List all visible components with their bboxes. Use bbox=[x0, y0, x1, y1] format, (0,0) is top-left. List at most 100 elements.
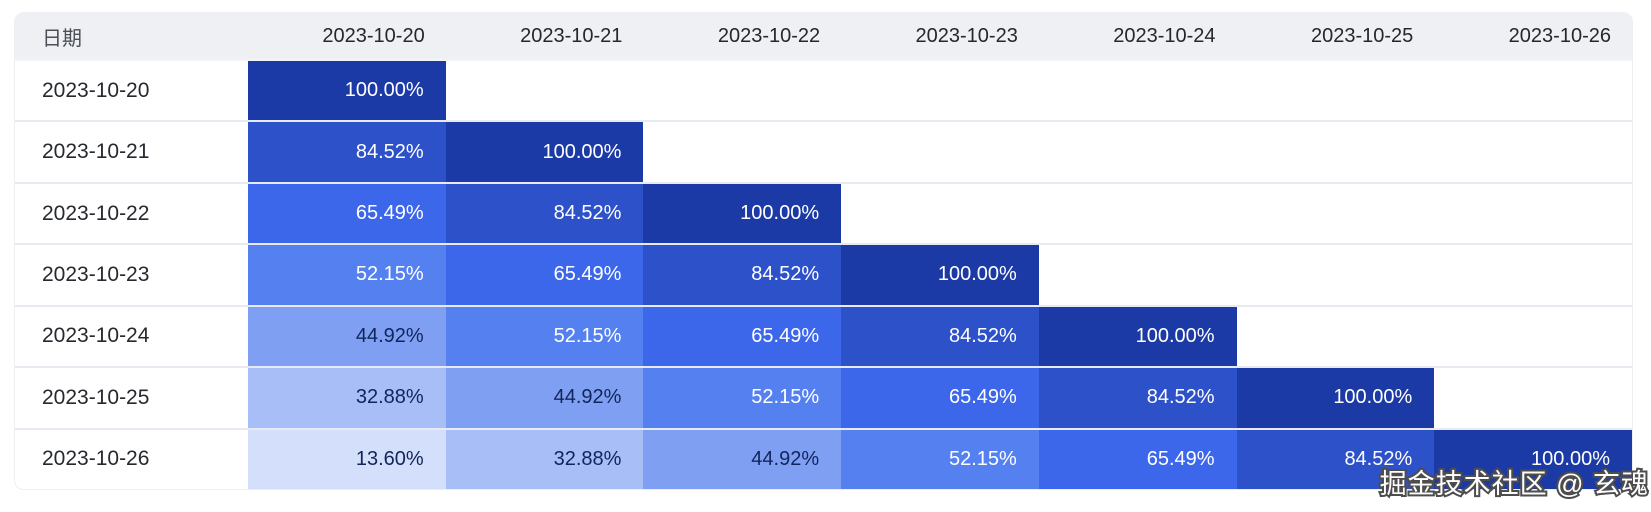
empty-cell bbox=[1434, 368, 1632, 428]
heatmap-cell-value: 100.00% bbox=[1038, 306, 1237, 367]
heatmap-cell: 84.52% bbox=[1236, 429, 1435, 489]
row-label: 2023-10-22 bbox=[15, 183, 248, 244]
table-row: 2023-10-25 32.88% 44.92% 52.15% 65.49% 84.52%… bbox=[15, 366, 1632, 428]
empty-cell bbox=[1434, 245, 1632, 305]
heatmap-cell-value: 65.49% bbox=[445, 245, 644, 305]
heatmap-cell-value: 100.00% bbox=[1434, 429, 1632, 489]
heatmap-cell-value: 44.92% bbox=[643, 429, 842, 489]
empty-cell bbox=[1434, 306, 1632, 367]
heatmap-cell-value: 32.88% bbox=[445, 429, 644, 489]
heatmap-cell: 100.00% bbox=[1038, 306, 1237, 367]
column-header: 2023-10-24 bbox=[1113, 24, 1216, 47]
heatmap-cell-value: 84.52% bbox=[841, 306, 1039, 367]
heatmap-cell-value: 84.52% bbox=[1038, 368, 1237, 428]
heatmap-cell-value: 100.00% bbox=[1236, 368, 1435, 428]
heatmap-cell: 52.15% bbox=[841, 429, 1039, 489]
table-row: 2023-10-24 44.92% 52.15% 65.49% 84.52% 100.00… bbox=[15, 304, 1632, 367]
heatmap-cell-value: 65.49% bbox=[643, 306, 842, 367]
column-header: 2023-10-21 bbox=[520, 24, 623, 47]
empty-cell bbox=[445, 61, 644, 121]
table-row: 2023-10-21 84.52% 100.00% bbox=[15, 120, 1632, 182]
heatmap-cell: 65.49% bbox=[643, 306, 842, 367]
heatmap-cell-value: 44.92% bbox=[445, 368, 644, 428]
heatmap-cell: 100.00% bbox=[1236, 368, 1435, 428]
heatmap-cell: 44.92% bbox=[643, 429, 842, 489]
column-header: 2023-10-25 bbox=[1310, 24, 1414, 47]
heatmap-cell: 32.88% bbox=[248, 368, 446, 428]
column-header: 2023-10-20 bbox=[322, 24, 425, 47]
column-header: 2023-10-26 bbox=[1508, 24, 1611, 47]
heatmap-cell: 65.49% bbox=[1038, 429, 1237, 489]
heatmap-cell-value: 32.88% bbox=[248, 368, 446, 428]
heatmap-cell: 52.15% bbox=[445, 306, 644, 367]
table-body: 2023-10-20 100.00% 2023-10-21 84.52% 100.00%… bbox=[15, 59, 1632, 489]
row-label: 2023-10-20 bbox=[15, 61, 248, 121]
empty-cell bbox=[841, 122, 1039, 182]
heatmap-cell: 13.60% bbox=[248, 429, 446, 489]
heatmap-cell-value: 52.15% bbox=[248, 245, 446, 305]
heatmap-cell-value: 52.15% bbox=[841, 429, 1039, 489]
empty-cell bbox=[841, 183, 1039, 244]
column-header: 2023-10-22 bbox=[717, 24, 821, 47]
heatmap-cell-value: 84.52% bbox=[1236, 429, 1435, 489]
empty-cell bbox=[1434, 183, 1632, 244]
empty-cell bbox=[1434, 61, 1632, 121]
heatmap-cell-value: 84.52% bbox=[248, 122, 446, 182]
heatmap-cell-value: 100.00% bbox=[841, 245, 1039, 305]
row-label: 2023-10-23 bbox=[15, 245, 248, 305]
heatmap-cell: 65.49% bbox=[841, 368, 1039, 428]
empty-cell bbox=[1236, 245, 1435, 305]
heatmap-cell-value: 100.00% bbox=[248, 61, 446, 121]
corner-header-date: 日期 bbox=[42, 27, 82, 50]
empty-cell bbox=[841, 61, 1039, 121]
heatmap-cell: 100.00% bbox=[841, 245, 1039, 305]
heatmap-cell: 44.92% bbox=[248, 306, 446, 367]
heatmap-cell: 100.00% bbox=[1434, 429, 1632, 489]
heatmap-cell-value: 100.00% bbox=[445, 122, 644, 182]
row-label: 2023-10-24 bbox=[15, 306, 248, 367]
column-header: 2023-10-23 bbox=[915, 24, 1018, 47]
heatmap-cell-value: 84.52% bbox=[445, 183, 644, 244]
table-row: 2023-10-23 52.15% 65.49% 84.52% 100.00% bbox=[15, 243, 1632, 305]
heatmap-cell-value: 65.49% bbox=[841, 368, 1039, 428]
table-row: 2023-10-20 100.00% bbox=[15, 59, 1632, 121]
heatmap-cell: 84.52% bbox=[445, 183, 644, 244]
table-row: 2023-10-26 13.60% 32.88% 44.92% 52.15% 65.49%… bbox=[15, 427, 1632, 489]
heatmap-cell: 100.00% bbox=[248, 61, 446, 121]
heatmap-cell-value: 52.15% bbox=[643, 368, 842, 428]
retention-table: 日期 2023-10-20 2023-10-21 2023-10-22 2023-10… bbox=[14, 12, 1633, 490]
heatmap-cell: 32.88% bbox=[445, 429, 644, 489]
empty-cell bbox=[1236, 183, 1435, 244]
empty-cell bbox=[1038, 122, 1237, 182]
heatmap-cell: 52.15% bbox=[643, 368, 842, 428]
empty-cell bbox=[1038, 245, 1237, 305]
row-label: 2023-10-21 bbox=[15, 122, 248, 182]
heatmap-cell: 65.49% bbox=[445, 245, 644, 305]
heatmap-cell-value: 52.15% bbox=[445, 306, 644, 367]
empty-cell bbox=[1038, 61, 1237, 121]
heatmap-cell-value: 84.52% bbox=[643, 245, 842, 305]
empty-cell bbox=[1038, 183, 1237, 244]
empty-cell bbox=[1236, 122, 1435, 182]
heatmap-cell: 65.49% bbox=[248, 183, 446, 244]
heatmap-cell-value: 44.92% bbox=[248, 306, 446, 367]
row-label: 2023-10-25 bbox=[15, 368, 248, 428]
table-header-row: 日期 2023-10-20 2023-10-21 2023-10-22 2023-10… bbox=[15, 13, 1632, 59]
heatmap-cell-value: 65.49% bbox=[1038, 429, 1237, 489]
watermark-text: 掘金技术社区 @ 玄魂 bbox=[1378, 467, 1650, 501]
empty-cell bbox=[1236, 61, 1435, 121]
heatmap-cell-value: 100.00% bbox=[643, 183, 842, 244]
heatmap-cell-value: 13.60% bbox=[248, 429, 446, 489]
heatmap-cell: 84.52% bbox=[248, 122, 446, 182]
empty-cell bbox=[1236, 306, 1435, 367]
heatmap-cell: 44.92% bbox=[445, 368, 644, 428]
table-row: 2023-10-22 65.49% 84.52% 100.00% bbox=[15, 181, 1632, 244]
heatmap-cell-value: 65.49% bbox=[248, 183, 446, 244]
empty-cell bbox=[643, 122, 842, 182]
heatmap-cell: 100.00% bbox=[445, 122, 644, 182]
heatmap-cell: 100.00% bbox=[643, 183, 842, 244]
row-label: 2023-10-26 bbox=[15, 429, 248, 489]
heatmap-cell: 84.52% bbox=[841, 306, 1039, 367]
heatmap-cell: 52.15% bbox=[248, 245, 446, 305]
heatmap-cell: 84.52% bbox=[1038, 368, 1237, 428]
